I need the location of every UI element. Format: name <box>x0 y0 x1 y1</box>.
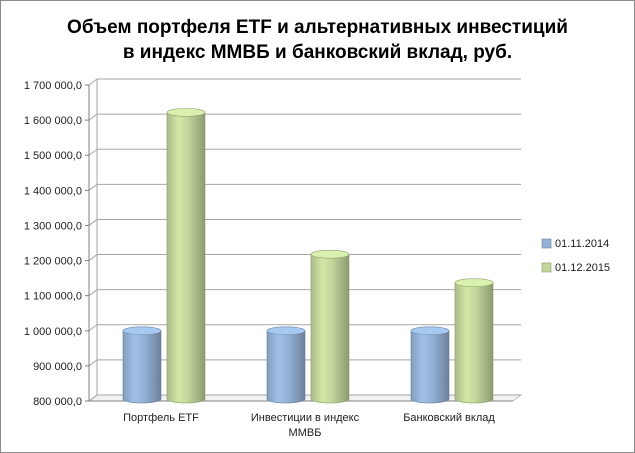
bar-01.11.2014 <box>122 330 162 404</box>
y-tick-label: 1 100 000,0 <box>24 291 82 303</box>
bar-top <box>410 326 450 336</box>
x-category-label: Банковский вклад <box>403 412 495 424</box>
gridline-depth <box>88 289 98 297</box>
x-category-label: Портфель ETF <box>123 412 199 424</box>
gridline-depth <box>88 324 98 332</box>
bar-top <box>266 326 306 336</box>
gridline-depth <box>88 78 98 86</box>
bar-01.12.2015 <box>454 282 494 404</box>
gridline-depth <box>88 254 98 261</box>
chart-title: Объем портфеля ETF и альтернативных инве… <box>1 15 634 65</box>
bar-01.11.2014 <box>266 330 306 404</box>
legend-label: 01.12.2015 <box>555 262 610 274</box>
x-category-label: Инвестиции в индекс <box>251 412 360 424</box>
bar-01.12.2015 <box>166 112 206 404</box>
bar-01.11.2014 <box>410 330 450 404</box>
chart-title-line-1: Объем портфеля ETF и альтернативных инве… <box>67 17 568 38</box>
x-category-label: ММВБ <box>289 427 322 439</box>
bar-top <box>454 278 494 287</box>
gridline-depth <box>88 148 98 156</box>
y-tick-label: 1 400 000,0 <box>24 185 82 197</box>
y-tick-label: 1 200 000,0 <box>24 256 82 268</box>
y-tick-label: 900 000,0 <box>33 361 82 373</box>
legend-swatch <box>541 262 552 273</box>
legend-label: 01.11.2014 <box>555 238 609 250</box>
bar-top <box>166 108 206 117</box>
y-tick-label: 1 300 000,0 <box>24 220 82 232</box>
y-tick-label: 800 000,0 <box>33 396 82 408</box>
gridline-depth <box>88 183 98 191</box>
y-tick-label: 1 700 000,0 <box>24 80 82 92</box>
bar-01.12.2015 <box>310 253 350 404</box>
legend-swatch <box>541 238 552 249</box>
bar-top <box>310 249 350 259</box>
gridline-depth <box>88 219 98 226</box>
y-tick-label: 1 500 000,0 <box>24 150 82 162</box>
bar-top <box>122 326 162 336</box>
gridline-depth <box>88 359 98 367</box>
gridline-depth <box>88 113 98 121</box>
chart-title-line-2: в индекс ММВБ и банковский вклад, руб. <box>122 42 513 63</box>
gridline-depth <box>88 394 98 402</box>
y-tick-label: 1 000 000,0 <box>24 326 82 338</box>
y-tick-label: 1 600 000,0 <box>24 115 82 127</box>
